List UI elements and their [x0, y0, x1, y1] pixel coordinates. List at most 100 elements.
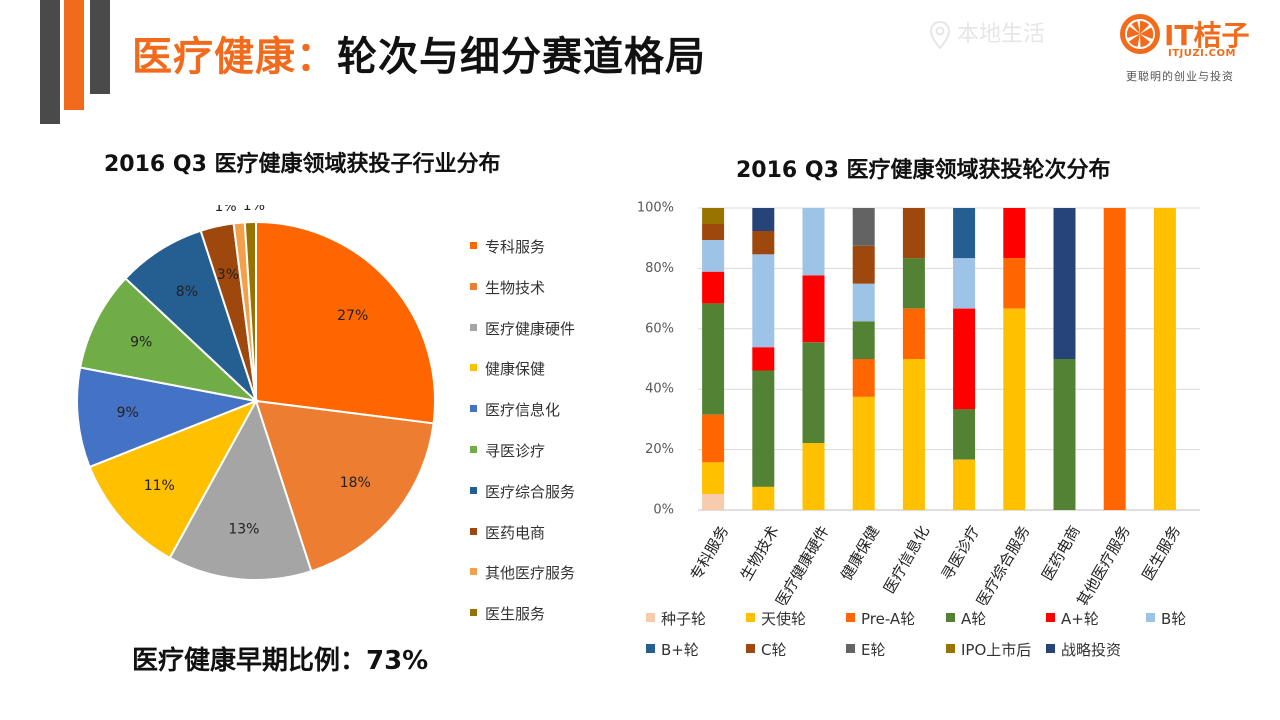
- pie-slice-9: [243, 220, 257, 402]
- bar-segment-3-2: [852, 359, 875, 397]
- bar-legend-item-6: B+轮: [646, 639, 746, 670]
- pie-legend: 专科服务生物技术 医疗健康硬件 健康保健医疗信息化寻医诊疗医疗综合服务 医药电商其他医…: [470, 236, 575, 644]
- pie-slice-1: [254, 399, 435, 573]
- pie-legend-label-3: 健康保健: [485, 360, 546, 379]
- watermark: 本地生活: [930, 16, 1045, 49]
- bar-segment-2-3: [802, 342, 825, 443]
- pie-legend-swatch-3: [470, 364, 477, 372]
- pie-legend-label-7: 医药电商: [485, 523, 546, 542]
- bar-segment-6-4: [1003, 208, 1026, 259]
- pie-slice-3: [88, 399, 259, 560]
- pie-legend-swatch-6: [470, 486, 477, 494]
- bar-legend-swatch-6: [646, 644, 655, 653]
- page-title: 医疗健康：轮次与细分赛道格局: [132, 24, 706, 82]
- early-stage-summary: 医疗健康早期比例：73%: [132, 646, 429, 676]
- x-tick-label-2: 医疗健康硬件: [772, 523, 833, 605]
- pie-legend-item-6: 医疗综合服务: [470, 481, 575, 522]
- x-tick-label-9: 医生服务: [1138, 523, 1184, 584]
- bar-segment-7-3: [1053, 359, 1076, 510]
- watermark-text: 本地生活: [957, 22, 1046, 47]
- bar-legend-item-2: Pre-A轮: [846, 608, 946, 639]
- bar-segment-7-10: [1053, 208, 1076, 359]
- x-tick-label-8: 其他医疗服务: [1073, 523, 1134, 605]
- pie-label-7: 3%: [217, 267, 239, 283]
- pie-legend-label-4: 医疗信息化: [485, 401, 561, 420]
- pie-legend-swatch-9: [470, 609, 477, 617]
- bar-segment-1-1: [752, 486, 775, 510]
- logo-slogan: 更聪明的创业与投资: [1126, 70, 1234, 83]
- bar-segment-4-2: [902, 308, 925, 359]
- bar-segment-0-3: [702, 303, 725, 415]
- pie-chart: 27% 18% 13% 11% 9% 9% 8% 3% 1% 1%: [76, 205, 436, 581]
- bar-legend-item-8: E轮: [846, 639, 946, 670]
- pie-label-3: 11%: [144, 478, 175, 494]
- bar-legend-swatch-7: [746, 644, 755, 653]
- y-tick-label-4: 80%: [645, 261, 674, 276]
- bar-legend-label-5: B轮: [1161, 610, 1187, 628]
- page-title-part1: 医疗健康：: [132, 34, 337, 80]
- bar-legend-label-8: E轮: [861, 641, 886, 659]
- bar-legend-label-0: 种子轮: [661, 610, 707, 628]
- pie-legend-swatch-5: [470, 445, 477, 453]
- pie-legend-label-5: 寻医诊疗: [485, 441, 546, 460]
- location-pin-icon: [930, 21, 950, 49]
- pie-legend-swatch-7: [470, 527, 477, 535]
- bar-segment-4-7: [902, 208, 925, 259]
- bar-legend-swatch-9: [946, 644, 955, 653]
- pie-legend-item-7: 医药电商: [470, 522, 575, 563]
- pie-legend-item-3: 健康保健: [470, 358, 575, 399]
- bar-segment-1-3: [752, 370, 775, 487]
- bar-legend-swatch-3: [946, 613, 955, 622]
- bar-legend-label-6: B+轮: [661, 641, 699, 659]
- bar-segment-3-3: [852, 321, 875, 360]
- bar-legend-swatch-8: [846, 644, 855, 653]
- bar-legend-label-9: IPO上市后: [961, 641, 1032, 659]
- bar-segment-6-1: [1003, 308, 1026, 510]
- pie-slice-0: [255, 220, 436, 425]
- bar-segment-0-0: [702, 494, 725, 510]
- bar-legend-swatch-5: [1146, 613, 1155, 622]
- pie-legend-label-2: 医疗健康硬件: [485, 319, 576, 338]
- bar-segment-1-4: [752, 347, 775, 371]
- bar-legend-item-4: A+轮: [1046, 608, 1146, 639]
- bar-legend: 种子轮 天使轮 Pre-A轮 A轮 A+轮 B轮 B+轮 C轮 E轮 IPO上市后 战略投资: [646, 608, 1266, 670]
- bar-segment-0-7: [702, 224, 725, 240]
- bar-segment-2-1: [802, 443, 825, 510]
- bar-segment-4-3: [902, 258, 925, 309]
- bar-segment-6-2: [1003, 258, 1026, 309]
- accent-bar-dark-left: [40, 0, 60, 124]
- bar-segment-0-9: [702, 208, 725, 224]
- bar-segment-0-2: [702, 414, 725, 463]
- bar-legend-label-2: Pre-A轮: [861, 610, 916, 628]
- x-tick-label-7: 医药电商: [1038, 523, 1084, 584]
- pie-label-2: 13%: [228, 521, 259, 537]
- pie-legend-item-1: 生物技术: [470, 277, 575, 318]
- bar-segment-0-5: [702, 240, 725, 272]
- bar-legend-swatch-0: [646, 613, 655, 622]
- pie-label-6: 8%: [176, 284, 198, 300]
- pie-legend-label-8: 其他医疗服务: [485, 564, 576, 583]
- bar-legend-label-10: 战略投资: [1061, 641, 1122, 659]
- page-title-part2: 轮次与细分赛道格局: [337, 34, 706, 80]
- pie-legend-swatch-1: [470, 282, 477, 290]
- pie-legend-item-2: 医疗健康硬件: [470, 318, 575, 359]
- bar-legend-item-10: 战略投资: [1046, 639, 1146, 670]
- bar-legend-swatch-1: [746, 613, 755, 622]
- y-tick-label-5: 100%: [637, 201, 674, 216]
- orange-slice-icon: [1120, 14, 1160, 54]
- itjuzi-logo: IT桔子 ITJUZI.COM 更聪明的创业与投资: [1118, 10, 1258, 86]
- bar-legend-item-7: C轮: [746, 639, 846, 670]
- pie-legend-item-8: 其他医疗服务: [470, 562, 575, 603]
- bar-segment-2-4: [802, 275, 825, 343]
- y-tick-label-3: 60%: [645, 321, 674, 336]
- y-tick-label-1: 20%: [645, 442, 674, 457]
- pie-legend-label-0: 专科服务: [485, 238, 546, 256]
- logo-domain: ITJUZI.COM: [1168, 48, 1236, 59]
- pie-slice-4: [76, 366, 260, 469]
- y-tick-label-0: 0%: [653, 503, 674, 518]
- bar-legend-swatch-4: [1046, 613, 1055, 622]
- logo-name: IT桔子: [1164, 19, 1250, 52]
- pie-label-0: 27%: [337, 308, 368, 324]
- bar-legend-swatch-10: [1046, 644, 1055, 653]
- pie-legend-swatch-2: [470, 323, 477, 331]
